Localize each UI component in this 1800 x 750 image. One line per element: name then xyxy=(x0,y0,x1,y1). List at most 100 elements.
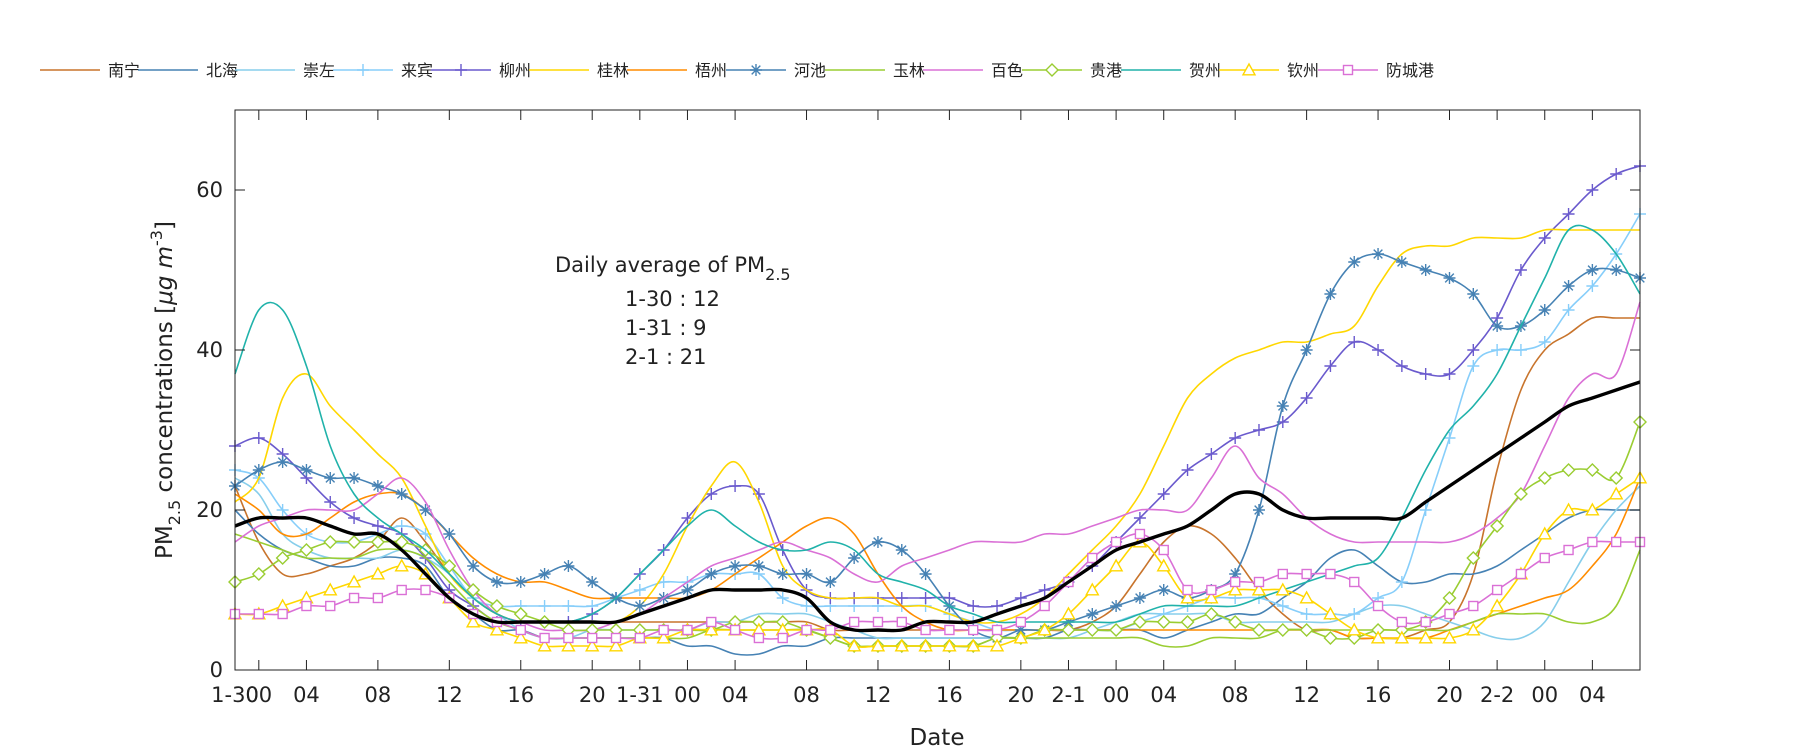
series-河池 xyxy=(229,248,1646,644)
x-tick-label: 16 xyxy=(936,683,963,707)
triangle-marker xyxy=(465,614,481,628)
star-marker xyxy=(1300,344,1313,356)
plus-marker xyxy=(1252,424,1265,436)
plus-marker xyxy=(1419,504,1432,516)
x-tick-label: 12 xyxy=(436,683,463,707)
legend-label: 北海 xyxy=(206,61,238,80)
legend-label: 贵港 xyxy=(1090,61,1122,80)
triangle-marker xyxy=(489,622,505,636)
square-marker xyxy=(253,608,265,620)
square-marker xyxy=(753,632,765,644)
diamond-marker xyxy=(1299,623,1314,637)
square-marker xyxy=(1349,576,1360,588)
legend-item-玉林: 玉林 xyxy=(825,61,925,80)
plus-marker xyxy=(1276,600,1289,612)
star-marker xyxy=(895,544,908,556)
star-marker xyxy=(1562,280,1575,292)
x-tick-label: 2-2 xyxy=(1480,683,1514,707)
square-marker xyxy=(1539,552,1550,564)
legend: 南宁 北海 崇左 来宾 柳州 桂林 梧州 河池 玉林 百色 贵港 贺州 钦州 防城港 xyxy=(40,61,1434,80)
plus-marker xyxy=(1348,336,1361,348)
triangle-marker xyxy=(1156,558,1171,572)
triangle-marker xyxy=(989,638,1005,652)
square-marker xyxy=(396,584,407,596)
triangle-marker xyxy=(1561,502,1576,516)
plus-marker xyxy=(1157,488,1170,500)
legend-item-北海: 北海 xyxy=(138,61,238,80)
star-marker xyxy=(514,576,527,588)
y-label-unit: μg m xyxy=(152,246,178,306)
diamond-marker xyxy=(299,543,314,557)
plus-marker xyxy=(1205,448,1218,460)
star-marker xyxy=(1157,584,1170,596)
plus-marker xyxy=(1348,608,1361,620)
star-marker xyxy=(1395,256,1408,268)
star-marker xyxy=(1372,248,1385,260)
triangle-marker xyxy=(656,630,671,644)
square-marker xyxy=(872,616,884,628)
annotation-title-sub: 2.5 xyxy=(765,265,790,284)
x-tick-label: 20 xyxy=(1436,683,1463,707)
square-marker xyxy=(539,632,550,644)
square-marker xyxy=(896,616,907,628)
square-marker xyxy=(991,624,1003,636)
diamond-marker xyxy=(1466,551,1481,565)
star-marker xyxy=(538,568,551,580)
plus-marker xyxy=(1467,360,1480,372)
triangle-marker xyxy=(323,582,338,596)
triangle-marker xyxy=(1442,630,1457,644)
star-marker xyxy=(1252,504,1265,516)
square-marker xyxy=(1110,536,1122,548)
triangle-marker xyxy=(513,630,528,644)
triangle-marker xyxy=(1418,630,1433,644)
legend-label: 玉林 xyxy=(893,61,925,80)
star-marker xyxy=(1538,304,1551,316)
triangle-marker xyxy=(1013,630,1029,644)
diamond-marker xyxy=(1275,623,1290,637)
star-marker xyxy=(562,560,575,572)
plus-marker xyxy=(1324,360,1337,372)
square-marker xyxy=(1158,544,1169,556)
plus-marker xyxy=(800,600,813,612)
triangle-marker xyxy=(1299,590,1314,604)
diamond-marker xyxy=(347,535,362,549)
star-marker xyxy=(871,536,884,548)
star-marker xyxy=(1086,608,1099,620)
triangle-marker xyxy=(1241,62,1257,76)
square-marker xyxy=(1342,64,1354,76)
diamond-marker xyxy=(1180,615,1195,629)
star-marker xyxy=(1014,624,1027,636)
diamond-marker xyxy=(1109,623,1124,637)
square-marker xyxy=(729,624,741,636)
triangle-marker xyxy=(704,622,719,636)
plus-marker xyxy=(562,600,575,612)
star-marker xyxy=(324,472,337,484)
x-axis-label: Date xyxy=(910,725,965,750)
triangle-marker xyxy=(1037,622,1052,636)
triangle-marker xyxy=(870,638,886,652)
square-marker xyxy=(1134,528,1146,540)
square-marker xyxy=(277,608,288,620)
legend-label: 桂林 xyxy=(597,61,629,80)
star-marker xyxy=(419,504,432,516)
triangle-marker xyxy=(1275,582,1290,596)
square-marker xyxy=(968,624,979,636)
square-marker xyxy=(1563,544,1574,556)
plus-marker xyxy=(348,512,361,524)
legend-label: 防城港 xyxy=(1386,61,1434,80)
triangle-marker xyxy=(1180,590,1195,604)
x-tick-label: 2-1 xyxy=(1051,683,1085,707)
legend-item-梧州: 梧州 xyxy=(627,61,727,80)
plus-marker xyxy=(1300,608,1313,620)
square-marker xyxy=(1325,568,1336,580)
star-marker xyxy=(705,568,718,580)
plus-marker xyxy=(1467,344,1480,356)
plus-marker xyxy=(371,520,384,532)
square-marker xyxy=(1468,600,1479,612)
diamond-marker xyxy=(1228,615,1243,629)
legend-label: 贺州 xyxy=(1189,61,1221,80)
triangle-marker xyxy=(1489,598,1505,612)
plus-marker xyxy=(252,432,265,444)
y-label-sub: 2.5 xyxy=(165,500,184,525)
